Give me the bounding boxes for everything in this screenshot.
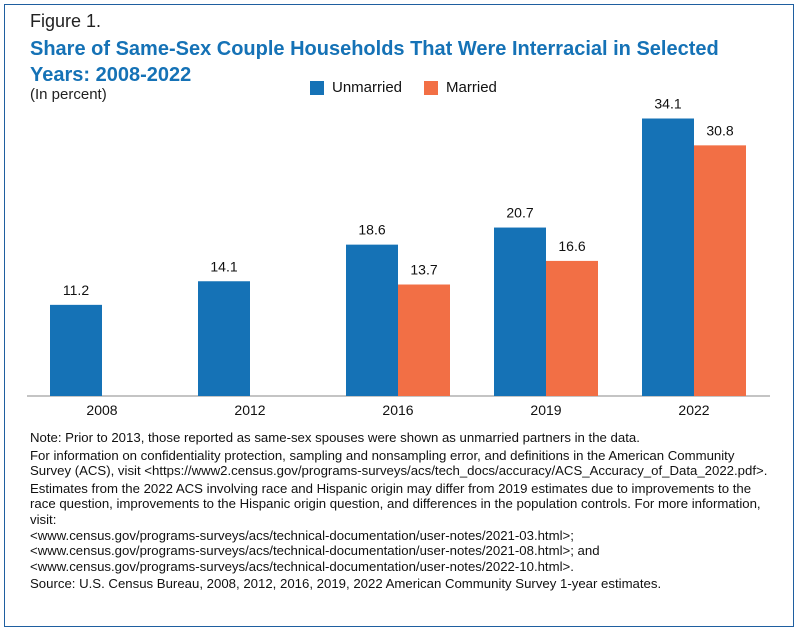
data-label-unmarried-2012: 14.1 — [210, 258, 237, 274]
bar-unmarried-2016 — [346, 244, 398, 396]
data-label-unmarried-2019: 20.7 — [506, 205, 533, 221]
note-3: Estimates from the 2022 ACS involving ra… — [30, 480, 761, 527]
chart-title: Share of Same-Sex Couple Households That… — [30, 38, 719, 86]
legend-swatch-unmarried — [310, 80, 324, 95]
bar-unmarried-2012 — [198, 281, 250, 396]
data-label-married-2022: 30.8 — [706, 122, 733, 138]
legend-item-unmarried: Unmarried — [310, 79, 402, 96]
x-tick-label-2022: 2022 — [678, 402, 709, 418]
figure-frame — [4, 4, 794, 627]
bar-married-2022 — [694, 145, 746, 396]
data-label-unmarried-2022: 34.1 — [654, 96, 681, 112]
data-label-unmarried-2008: 11.2 — [63, 282, 89, 298]
chart-subtitle: (In percent) — [30, 86, 107, 103]
data-label-married-2019: 16.6 — [558, 238, 585, 254]
legend-label-married: Married — [446, 79, 497, 96]
chart-notes: Note: Prior to 2013, those reported as s… — [30, 430, 770, 594]
data-label-married-2016: 13.7 — [410, 262, 437, 278]
bar-chart: 11.2 2008 14.1 2012 18.6 13.7 2016 20.7 16.6 2019… — [27, 96, 770, 418]
data-label-unmarried-2016: 18.6 — [358, 222, 385, 238]
chart-legend: Unmarried Married — [310, 79, 519, 96]
bar-unmarried-2008 — [50, 304, 102, 396]
legend-swatch-married — [424, 80, 439, 95]
note-1: Note: Prior to 2013, those reported as s… — [30, 430, 640, 445]
bar-unmarried-2019 — [494, 227, 546, 396]
x-tick-label-2019: 2019 — [530, 402, 561, 418]
bar-married-2016 — [398, 284, 450, 396]
note-source: Source: U.S. Census Bureau, 2008, 2012, … — [30, 576, 662, 592]
x-tick-label-2012: 2012 — [234, 402, 265, 418]
note-2: For information on confidentiality prote… — [30, 447, 768, 479]
figure-label: Figure 1. — [30, 11, 102, 31]
legend-item-married: Married — [424, 79, 497, 96]
note-5: <www.census.gov/programs-surveys/acs/tec… — [30, 543, 600, 559]
note-4: <www.census.gov/programs-surveys/acs/tec… — [30, 527, 574, 543]
note-6: <www.census.gov/programs-surveys/acs/tec… — [30, 558, 574, 574]
legend-label-unmarried: Unmarried — [332, 79, 403, 96]
x-tick-label-2016: 2016 — [382, 402, 413, 418]
bar-unmarried-2022 — [642, 118, 694, 396]
x-tick-label-2008: 2008 — [86, 402, 117, 418]
bar-married-2019 — [546, 260, 598, 396]
